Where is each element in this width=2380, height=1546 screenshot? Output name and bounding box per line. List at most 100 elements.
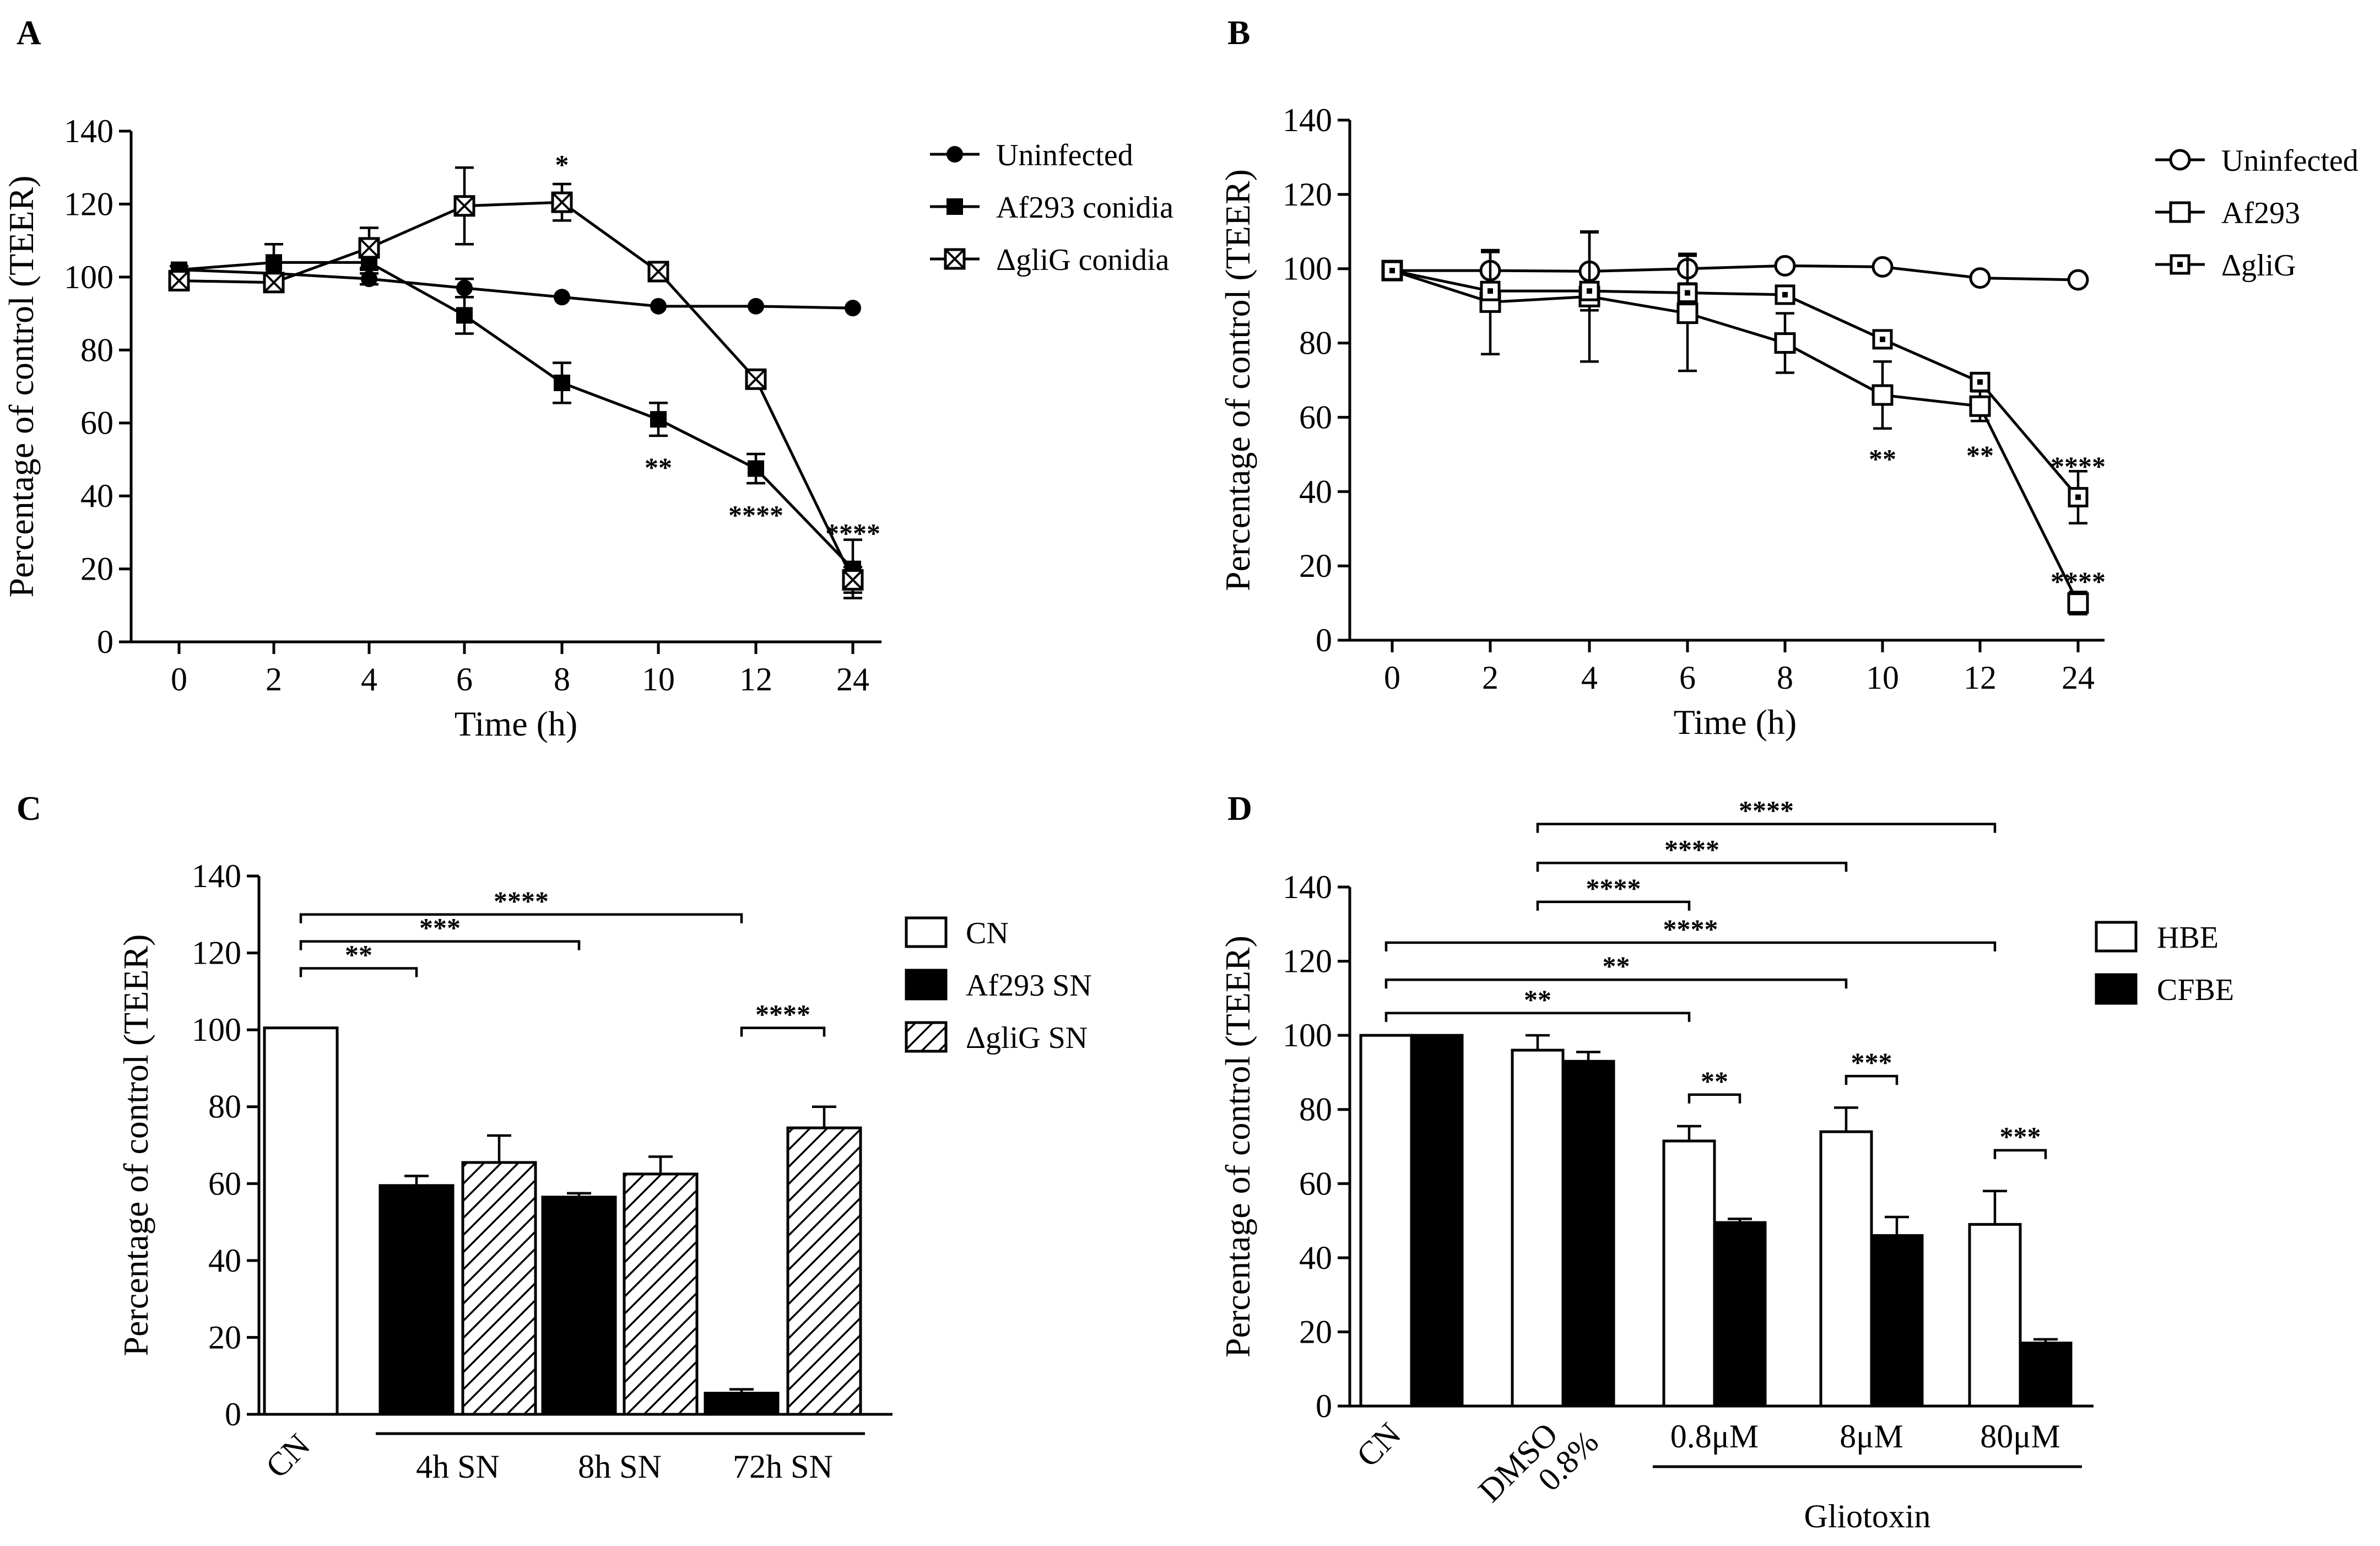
comparison-bracket: **: [1384, 950, 1848, 989]
legend-label: ΔgliG conidia: [996, 243, 1170, 277]
series-line: [178, 268, 853, 310]
significance-marker: **: [1869, 444, 1896, 474]
data-point: [554, 374, 570, 391]
data-point: [168, 269, 190, 291]
y-tick-label: 80: [80, 332, 113, 368]
bar-cfbe-cn: [1410, 1034, 1464, 1408]
significance-marker: ****: [494, 885, 549, 916]
marker-dot: [1977, 379, 1983, 385]
x-group-label: CN: [1350, 1416, 1408, 1474]
significance-marker: ****: [728, 499, 783, 530]
bracket-line: [1384, 941, 1997, 952]
data-point: [453, 195, 475, 217]
legend-swatch-glig-sn: [905, 1021, 948, 1053]
panel-d-bar-chart: D 0 20 40 60 80 100 120 140 Percentage of control…: [1218, 790, 2234, 1534]
data-point: [2067, 592, 2089, 614]
series-line: [178, 201, 854, 581]
data-point: [456, 307, 473, 324]
marker-cross-b: [169, 271, 190, 291]
y-tick-label: 20: [208, 1319, 241, 1355]
significance-marker: ****: [1739, 795, 1794, 826]
series-line: [178, 261, 854, 570]
y-tick-label: 80: [1299, 1091, 1332, 1128]
marker-dot: [1488, 288, 1493, 294]
significance-marker: **: [645, 452, 672, 483]
legend-swatch-hbe: [2095, 921, 2138, 953]
significance-marker: **: [1701, 1066, 1728, 1096]
y-tick-label: 40: [1299, 473, 1332, 510]
error-bar: [1677, 1125, 1701, 1141]
marker-dot: [1880, 336, 1885, 342]
error-bar: [1885, 1215, 1909, 1236]
bracket-line: [1844, 1074, 1898, 1085]
series-line: [1392, 269, 2080, 604]
error-bar: [2033, 1338, 2058, 1343]
bracket-line: [299, 913, 743, 923]
y-tick-label: 80: [208, 1089, 241, 1125]
comparison-bracket: ****: [1536, 873, 1691, 911]
comparison-bracket: **: [1687, 1066, 1741, 1104]
y-tick-label: 120: [1283, 176, 1332, 213]
y-tick-label: 40: [80, 478, 113, 514]
bar-cfbe-80-m: [2019, 1342, 2073, 1408]
significance-marker: ****: [755, 999, 810, 1030]
comparison-bracket: **: [299, 939, 418, 977]
marker-dot: [1685, 290, 1690, 296]
y-axis-title: Percentage of control (TEER): [116, 934, 155, 1356]
y-axis-title: Percentage of control (TEER): [1218, 936, 1257, 1358]
y-tick-label: 140: [1283, 869, 1332, 905]
y-tick-label: 60: [208, 1165, 241, 1202]
x-tick-label: 2: [1482, 660, 1499, 696]
bar-af293-sn-72h-sn: [704, 1392, 780, 1416]
marker-dot: [2075, 494, 2081, 500]
legend-marker: [2170, 254, 2190, 275]
significance-marker: ****: [2051, 451, 2106, 482]
data-point: [842, 569, 864, 591]
data-point: [647, 261, 669, 283]
comparison-bracket: ****: [1536, 834, 1848, 872]
data-point: [456, 279, 473, 296]
comparison-bracket: ****: [1384, 913, 1997, 952]
panel-letter: C: [17, 790, 41, 828]
x-tick-label: 10: [642, 661, 675, 698]
data-point: [554, 289, 570, 306]
y-tick-label: 0: [1316, 1388, 1332, 1424]
x-tick-label: 8: [554, 661, 570, 698]
panel-letter: A: [17, 14, 41, 52]
marker-cross-b: [263, 272, 284, 293]
y-tick-label: 20: [1299, 548, 1332, 584]
series-glig-conidia: [168, 166, 864, 594]
y-tick-label: 20: [1299, 1313, 1332, 1350]
y-tick-label: 140: [1283, 102, 1332, 138]
x-axis-title: Time (h): [1674, 702, 1797, 742]
data-point: [1871, 256, 1894, 278]
legend-label: Af293 conidia: [996, 191, 1173, 225]
y-tick-label: 0: [1316, 622, 1332, 658]
bar-cfbe-8-m: [1870, 1234, 1924, 1408]
data-point: [1970, 371, 1990, 392]
y-tick-label: 100: [1283, 1017, 1332, 1053]
x-group-label: CN: [259, 1427, 317, 1485]
error-bar: [1983, 1190, 2007, 1225]
marker-cross-b: [842, 570, 863, 590]
data-point: [551, 191, 573, 213]
marker-cross-b: [359, 237, 380, 258]
y-tick-label: 100: [64, 259, 113, 295]
bracket-line: [1536, 900, 1691, 911]
bracket-line: [1536, 862, 1848, 872]
x-tick-label: 0: [171, 661, 187, 698]
x-group-label: 80μM: [1980, 1418, 2060, 1455]
significance-marker: ****: [1663, 913, 1718, 944]
y-tick-label: 60: [1299, 1165, 1332, 1202]
error-bar: [567, 1192, 591, 1197]
x-group-label: 8h SN: [578, 1448, 662, 1485]
x-tick-label: 12: [1964, 660, 1997, 696]
data-point: [1677, 283, 1698, 304]
bracket-line: [1536, 823, 1997, 833]
x-group-label: DMSO0.8%: [1472, 1399, 1605, 1533]
marker-cross-b: [454, 196, 475, 217]
bar-glig-sn-8h-sn: [623, 1172, 699, 1416]
data-point: [1774, 332, 1796, 354]
